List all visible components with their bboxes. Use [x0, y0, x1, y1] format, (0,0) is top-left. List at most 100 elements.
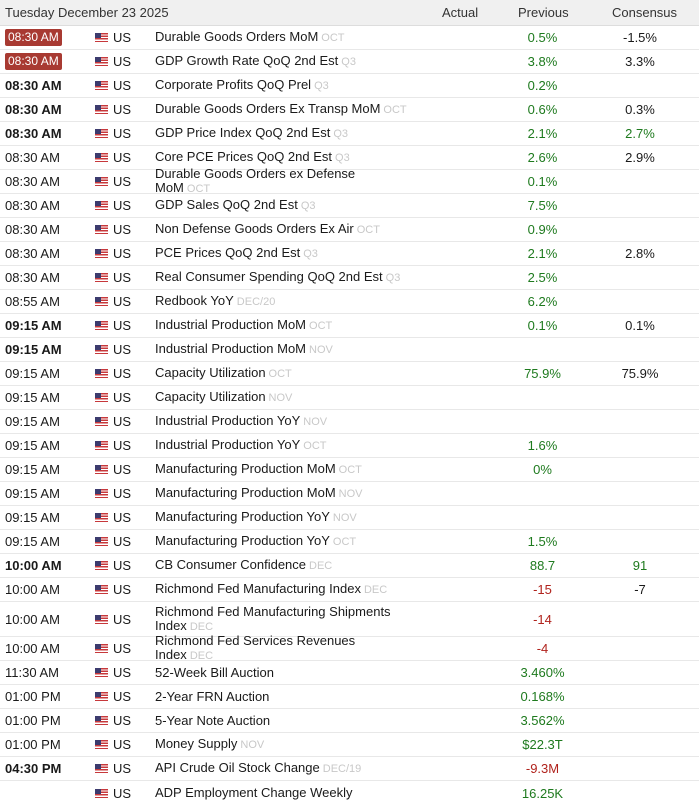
event-name-cell[interactable]: Richmond Fed Services Revenues Index DEC: [155, 634, 410, 663]
event-name-link[interactable]: GDP Sales QoQ 2nd Est: [155, 197, 298, 212]
event-row[interactable]: 09:15 AM US Industrial Production YoY NOV: [0, 410, 699, 434]
event-name-link[interactable]: Richmond Fed Services Revenues Index: [155, 633, 356, 662]
event-name-cell[interactable]: 52-Week Bill Auction: [155, 661, 410, 684]
event-name-link[interactable]: GDP Price Index QoQ 2nd Est: [155, 125, 331, 140]
event-name-link[interactable]: 5-Year Note Auction: [155, 712, 271, 728]
event-row[interactable]: 11:30 AM US 52-Week Bill Auction 3.460%: [0, 661, 699, 685]
event-row[interactable]: 09:15 AM US Industrial Production MoM NOV: [0, 338, 699, 362]
event-name-cell[interactable]: Industrial Production YoY NOV: [155, 410, 410, 433]
event-name-cell[interactable]: API Crude Oil Stock Change DEC/19: [155, 757, 410, 780]
event-row[interactable]: 08:30 AM US GDP Sales QoQ 2nd Est Q3 7.5%: [0, 194, 699, 218]
event-name-link[interactable]: Durable Goods Orders Ex Transp MoM: [155, 101, 381, 116]
event-name-link[interactable]: Manufacturing Production MoM: [155, 485, 336, 500]
event-row[interactable]: 09:15 AM US Industrial Production YoY OCT 1.…: [0, 434, 699, 458]
event-row[interactable]: 08:30 AM US Real Consumer Spending QoQ 2nd…: [0, 266, 699, 290]
event-row[interactable]: 10:00 AM US Richmond Fed Manufacturing Shi…: [0, 602, 699, 637]
event-name-link[interactable]: API Crude Oil Stock Change: [155, 760, 320, 775]
event-name-cell[interactable]: PCE Prices QoQ 2nd Est Q3: [155, 242, 410, 265]
event-name-cell[interactable]: Manufacturing Production MoM OCT: [155, 458, 410, 481]
event-row[interactable]: 09:15 AM US Manufacturing Production YoY OC…: [0, 530, 699, 554]
event-name-cell[interactable]: Richmond Fed Manufacturing Index DEC: [155, 578, 410, 601]
event-name-cell[interactable]: Core PCE Prices QoQ 2nd Est Q3: [155, 146, 410, 169]
event-name-cell[interactable]: Redbook YoY DEC/20: [155, 290, 410, 313]
event-name-link[interactable]: 52-Week Bill Auction: [155, 664, 274, 680]
event-row[interactable]: 09:15 AM US Capacity Utilization NOV: [0, 386, 699, 410]
event-name-cell[interactable]: 2-Year FRN Auction: [155, 685, 410, 708]
event-row[interactable]: 08:30 AM US Non Defense Goods Orders Ex Ai…: [0, 218, 699, 242]
event-name-cell[interactable]: Durable Goods Orders ex Defense MoM OCT: [155, 167, 410, 196]
event-name-cell[interactable]: 5-Year Note Auction: [155, 709, 410, 732]
event-name-cell[interactable]: Corporate Profits QoQ Prel Q3: [155, 74, 410, 97]
event-name-cell[interactable]: Capacity Utilization OCT: [155, 362, 410, 385]
event-row[interactable]: 08:30 AM US Durable Goods Orders ex Defens…: [0, 167, 699, 196]
event-name-cell[interactable]: Industrial Production MoM NOV: [155, 338, 410, 361]
event-name-cell[interactable]: Manufacturing Production MoM NOV: [155, 482, 410, 505]
event-name-link[interactable]: CB Consumer Confidence: [155, 557, 307, 572]
event-name-cell[interactable]: Manufacturing Production YoY OCT: [155, 530, 410, 553]
event-name-link[interactable]: Industrial Production MoM: [155, 317, 307, 332]
flag-cell: [95, 709, 109, 732]
event-row[interactable]: 08:30 AM US GDP Price Index QoQ 2nd Est Q3 2…: [0, 122, 699, 146]
event-name-cell[interactable]: Non Defense Goods Orders Ex Air OCT: [155, 218, 410, 241]
event-name-link[interactable]: Industrial Production YoY: [155, 437, 301, 452]
actual-column-header[interactable]: Actual: [442, 5, 479, 20]
event-name-link[interactable]: Capacity Utilization: [155, 389, 266, 404]
event-row[interactable]: 08:30 AM US Core PCE Prices QoQ 2nd Est Q3 2…: [0, 146, 699, 170]
event-name-link[interactable]: Redbook YoY: [155, 293, 234, 308]
event-name-link[interactable]: Non Defense Goods Orders Ex Air: [155, 221, 354, 236]
event-row[interactable]: 08:30 AM US GDP Growth Rate QoQ 2nd Est Q3 3…: [0, 50, 699, 74]
event-name-cell[interactable]: Industrial Production YoY OCT: [155, 434, 410, 457]
event-name-link[interactable]: Industrial Production YoY: [155, 413, 301, 428]
event-row[interactable]: 10:00 AM US Richmond Fed Services Revenues…: [0, 634, 699, 663]
event-name-link[interactable]: Manufacturing Production YoY: [155, 533, 330, 548]
event-row[interactable]: 10:00 AM US Richmond Fed Manufacturing Ind…: [0, 578, 699, 602]
event-name-cell[interactable]: Industrial Production MoM OCT: [155, 314, 410, 337]
event-row[interactable]: 09:15 AM US Manufacturing Production MoM NO…: [0, 482, 699, 506]
event-name-link[interactable]: Capacity Utilization: [155, 365, 266, 380]
event-name-cell[interactable]: Manufacturing Production YoY NOV: [155, 506, 410, 529]
previous-column-header[interactable]: Previous: [518, 5, 569, 20]
event-name-link[interactable]: Durable Goods Orders ex Defense MoM: [155, 166, 356, 195]
event-row[interactable]: 10:00 AM US CB Consumer Confidence DEC 88.7 9…: [0, 554, 699, 578]
event-name-link[interactable]: Richmond Fed Manufacturing Index: [155, 581, 361, 596]
event-name-link[interactable]: Durable Goods Orders MoM: [155, 29, 319, 44]
event-name-cell[interactable]: Capacity Utilization NOV: [155, 386, 410, 409]
event-row[interactable]: 01:00 PM US 2-Year FRN Auction 0.168%: [0, 685, 699, 709]
event-name-cell[interactable]: Real Consumer Spending QoQ 2nd Est Q3: [155, 266, 410, 289]
event-row[interactable]: 08:30 AM US PCE Prices QoQ 2nd Est Q3 2.1% 2.…: [0, 242, 699, 266]
event-name-cell[interactable]: ADP Employment Change Weekly: [155, 781, 410, 805]
event-name-link[interactable]: Manufacturing Production YoY: [155, 509, 330, 524]
event-row[interactable]: 01:00 PM US 5-Year Note Auction 3.562%: [0, 709, 699, 733]
event-name-cell[interactable]: GDP Growth Rate QoQ 2nd Est Q3: [155, 50, 410, 73]
event-row[interactable]: 08:55 AM US Redbook YoY DEC/20 6.2%: [0, 290, 699, 314]
event-row[interactable]: 09:15 AM US Manufacturing Production YoY NO…: [0, 506, 699, 530]
event-name-link[interactable]: Core PCE Prices QoQ 2nd Est: [155, 149, 333, 164]
event-row[interactable]: 08:30 AM US Durable Goods Orders Ex Transp…: [0, 98, 699, 122]
event-name-link[interactable]: 2-Year FRN Auction: [155, 688, 270, 704]
event-name-link[interactable]: PCE Prices QoQ 2nd Est: [155, 245, 301, 260]
event-name-cell[interactable]: Richmond Fed Manufacturing Shipments Ind…: [155, 602, 410, 636]
event-name-link[interactable]: Manufacturing Production MoM: [155, 461, 336, 476]
event-name-link[interactable]: Corporate Profits QoQ Prel: [155, 77, 312, 92]
event-row[interactable]: 09:15 AM US Industrial Production MoM OCT 0.…: [0, 314, 699, 338]
event-name-link[interactable]: Money Supply: [155, 736, 238, 751]
event-row[interactable]: 09:15 AM US Manufacturing Production MoM OC…: [0, 458, 699, 482]
event-name-cell[interactable]: Money Supply NOV: [155, 733, 410, 756]
event-row[interactable]: 09:15 AM US Capacity Utilization OCT 75.9% 75…: [0, 362, 699, 386]
event-name-cell[interactable]: CB Consumer Confidence DEC: [155, 554, 410, 577]
event-name-link[interactable]: Industrial Production MoM: [155, 341, 307, 356]
event-row[interactable]: 08:30 AM US Durable Goods Orders MoM OCT 0.5…: [0, 26, 699, 50]
consensus-column-header[interactable]: Consensus: [612, 5, 678, 20]
event-name-link[interactable]: GDP Growth Rate QoQ 2nd Est: [155, 53, 339, 68]
event-name-link[interactable]: ADP Employment Change Weekly: [155, 785, 353, 800]
event-row[interactable]: 04:30 PM US API Crude Oil Stock Change DEC/…: [0, 757, 699, 781]
event-name-cell[interactable]: Durable Goods Orders MoM OCT: [155, 26, 410, 49]
event-row[interactable]: 08:30 AM US Corporate Profits QoQ Prel Q3 0.…: [0, 74, 699, 98]
event-name-link[interactable]: Real Consumer Spending QoQ 2nd Est: [155, 269, 383, 284]
event-name-cell[interactable]: GDP Price Index QoQ 2nd Est Q3: [155, 122, 410, 145]
event-name-cell[interactable]: Durable Goods Orders Ex Transp MoM OCT: [155, 98, 410, 121]
event-name-cell[interactable]: GDP Sales QoQ 2nd Est Q3: [155, 194, 410, 217]
event-row[interactable]: US ADP Employment Change Weekly 16.25K: [0, 781, 699, 805]
event-name-link[interactable]: Richmond Fed Manufacturing Shipments Ind…: [155, 603, 391, 633]
event-row[interactable]: 01:00 PM US Money Supply NOV $22.3T: [0, 733, 699, 757]
